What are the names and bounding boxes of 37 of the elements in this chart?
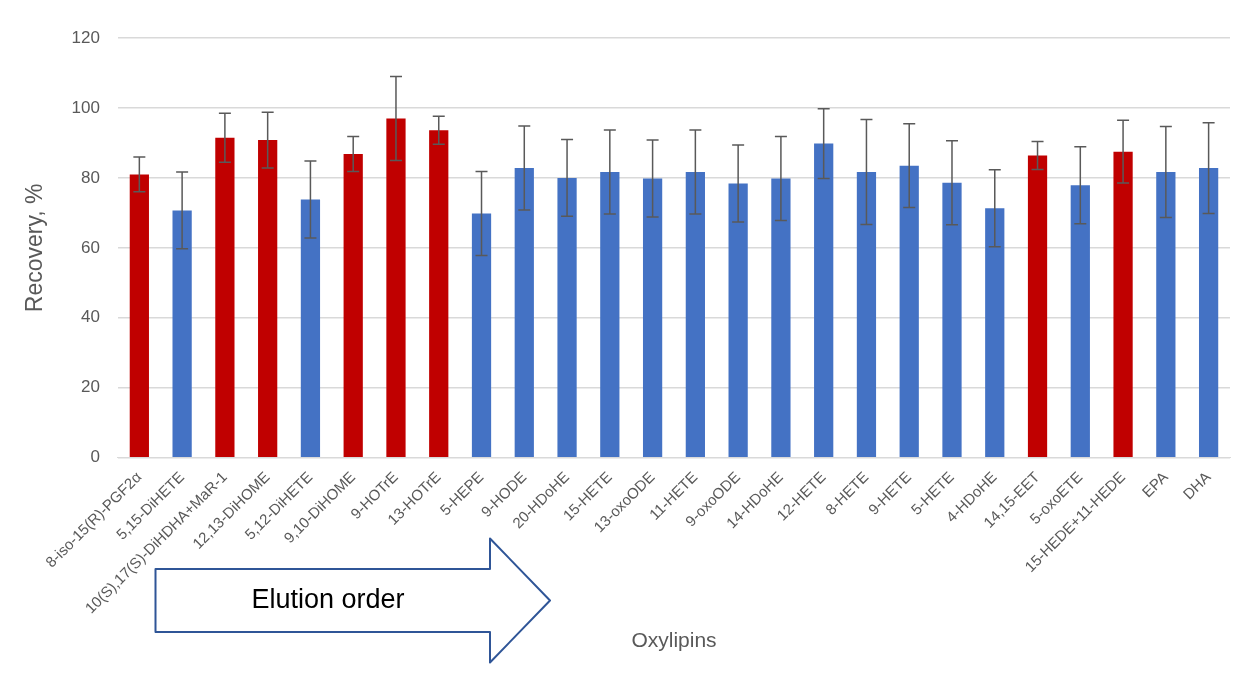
bar [856,171,877,457]
bar [985,208,1005,457]
bar [343,154,363,457]
x-tick-label: EPA [1138,468,1171,501]
bar [1027,155,1048,457]
text: Elution order [251,584,405,614]
bar [600,171,620,457]
y-tick-label: 120 [71,27,100,47]
bar [215,137,235,457]
bar [258,140,278,457]
bar [685,171,705,457]
bar [300,199,321,457]
bar [129,174,149,457]
y-tick-label: 60 [81,237,100,257]
y-tick-label: 40 [81,307,100,327]
bar [386,118,406,457]
y-tick-label: 0 [90,447,100,467]
bar [172,210,192,457]
x-axis-title: Oxylipins [631,628,717,652]
bar [771,178,791,457]
bar [429,130,449,457]
bar [471,213,492,457]
bar [1113,151,1133,457]
y-tick-label: 100 [71,97,100,117]
bar [1198,168,1219,457]
bar [899,165,919,457]
y-axis-title: Recovery, % [21,183,48,313]
bar [1070,185,1090,457]
bar [1156,171,1176,457]
bar [942,182,962,457]
bar [814,143,834,457]
bar [557,177,577,457]
bar [514,168,534,457]
bar [642,178,663,457]
bar [728,183,748,457]
y-tick-label: 80 [81,167,100,187]
y-tick-label: 20 [81,377,100,397]
